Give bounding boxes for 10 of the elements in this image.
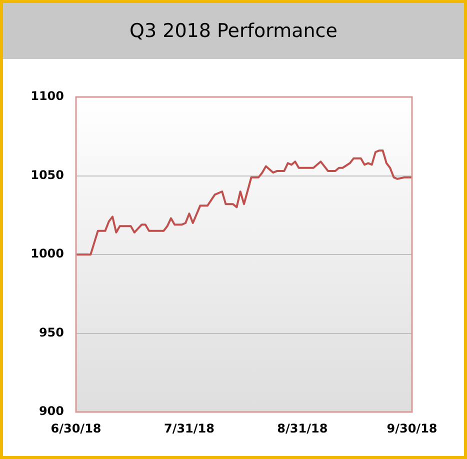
y-tick-label: 1050 xyxy=(30,168,64,182)
chart-title: Q3 2018 Performance xyxy=(128,20,338,42)
y-tick-label: 1100 xyxy=(30,89,64,104)
y-tick-label: 950 xyxy=(38,325,64,340)
y-tick-label: 1000 xyxy=(30,246,64,261)
x-tick-label: 7/31/18 xyxy=(164,421,214,436)
y-tick-label: 900 xyxy=(38,404,64,418)
x-tick-label: 8/31/18 xyxy=(277,421,328,436)
x-tick-label: 9/30/18 xyxy=(386,421,438,436)
x-tick-label: 6/30/18 xyxy=(50,421,102,436)
